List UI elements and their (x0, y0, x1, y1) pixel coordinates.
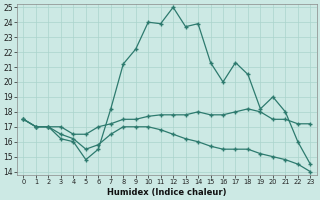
X-axis label: Humidex (Indice chaleur): Humidex (Indice chaleur) (107, 188, 227, 197)
